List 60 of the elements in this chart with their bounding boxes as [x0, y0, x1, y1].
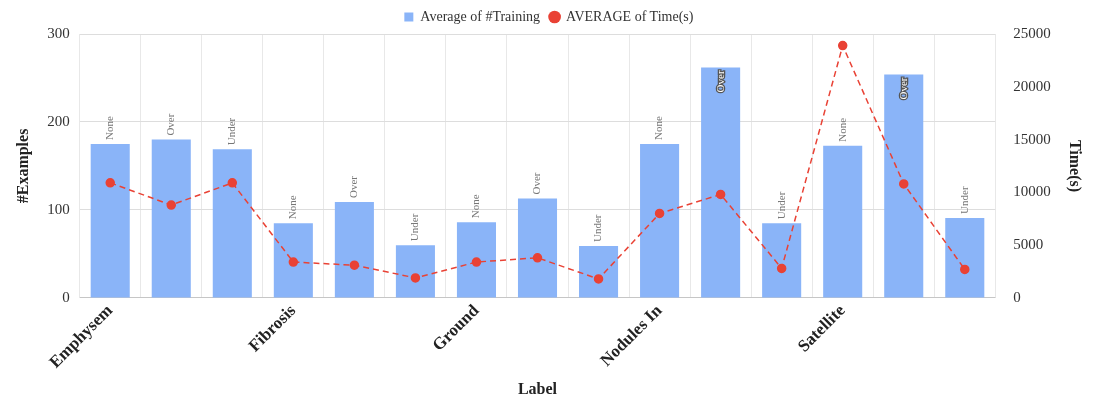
- y2-tick-label: 10000: [1013, 183, 1051, 200]
- point: [898, 179, 909, 189]
- point: [410, 273, 421, 283]
- data-label: None: [469, 194, 482, 219]
- bar: [579, 246, 619, 298]
- legend-label: AVERAGE of Time(s): [566, 8, 694, 25]
- point: [654, 208, 665, 219]
- bar: [640, 143, 680, 298]
- bar: [945, 217, 985, 298]
- bar: [701, 67, 741, 298]
- bar: [762, 223, 802, 298]
- bar: [823, 145, 863, 298]
- point: [837, 40, 848, 51]
- point: [960, 264, 970, 275]
- data-label: Under: [591, 214, 604, 243]
- point: [776, 263, 787, 274]
- y2-tick-label: 5000: [1013, 236, 1044, 253]
- data-label: Over: [530, 172, 543, 195]
- y-axis-title: #Examples: [13, 128, 32, 204]
- y-tick-label: 0: [62, 288, 70, 305]
- bar: [151, 139, 191, 298]
- y2-tick-label: 20000: [1013, 77, 1051, 94]
- bar: [90, 143, 130, 298]
- bar: [884, 74, 924, 298]
- point: [532, 253, 543, 263]
- point: [349, 260, 360, 270]
- bar: [212, 149, 252, 298]
- data-label: Over: [713, 70, 726, 93]
- bar: [273, 223, 313, 298]
- y2-tick-label: 15000: [1013, 130, 1051, 147]
- bar: [334, 202, 374, 298]
- point: [715, 189, 726, 200]
- data-label: Under: [957, 186, 970, 214]
- y2-tick-label: 25000: [1013, 24, 1051, 41]
- y2-axis-title: Time(s): [1066, 139, 1085, 193]
- x-axis-title: Label: [517, 379, 558, 397]
- y-tick-label: 100: [47, 200, 70, 217]
- point: [166, 200, 177, 210]
- point: [471, 257, 482, 267]
- y-tick-label: 300: [47, 24, 70, 41]
- data-label: None: [652, 116, 665, 140]
- y-tick-label: 200: [47, 112, 70, 129]
- legend-label: Average of #Training: [420, 8, 541, 24]
- data-label: Under: [774, 191, 787, 220]
- bar: [395, 245, 435, 298]
- data-label: None: [286, 195, 299, 220]
- point: [105, 178, 115, 188]
- data-label: None: [835, 117, 848, 142]
- point: [227, 178, 238, 188]
- data-label: Under: [408, 213, 421, 242]
- data-label: None: [103, 116, 116, 140]
- bar: [456, 222, 496, 298]
- data-label: Under: [225, 117, 238, 146]
- data-label: Over: [347, 175, 360, 199]
- y2-tick-label: 0: [1013, 288, 1021, 305]
- data-label: Over: [896, 77, 909, 100]
- data-label: Over: [164, 113, 177, 136]
- point: [288, 257, 299, 267]
- bar: [517, 198, 558, 298]
- point: [593, 274, 604, 284]
